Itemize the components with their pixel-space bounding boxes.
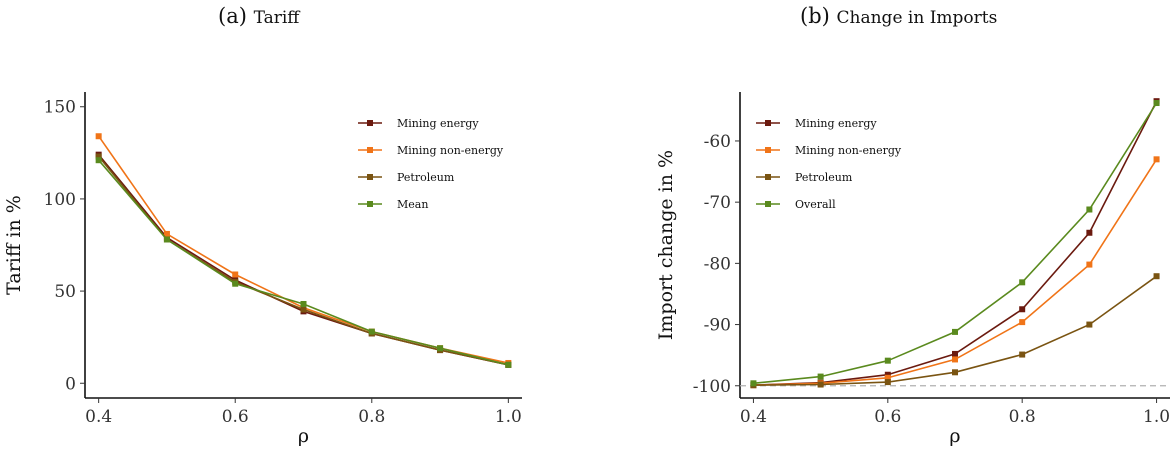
tariff-point-mean [368, 328, 375, 335]
tariff-x-tick-label: 0.4 [85, 407, 112, 427]
tariff-legend-marker-mining-non-energy [367, 147, 373, 153]
imports-point-overall [884, 357, 891, 364]
tariff-line-mean [98, 159, 509, 366]
tariff-chart: 0 50 100 150 0.4 0.6 0.8 1.0 ρ Tariff in % Mining … [3, 92, 522, 447]
tariff-point-mining-non-energy [232, 271, 239, 278]
tariff-y-tick-label: 0 [65, 374, 76, 394]
imports-y-tick-label: -80 [704, 254, 731, 274]
imports-point-petroleum [884, 379, 891, 386]
tariff-point-petroleum [95, 153, 102, 160]
imports-legend-marker-overall [765, 201, 771, 207]
imports-point-petroleum [1153, 273, 1160, 280]
imports-x-tick-label: 0.6 [874, 407, 901, 427]
tariff-y-tick-label: 100 [44, 190, 76, 210]
panel-a-text: Tariff [253, 8, 300, 28]
imports-y-tick-label: -100 [693, 377, 731, 397]
imports-point-mining-non-energy [1086, 261, 1093, 268]
tariff-point-mining-non-energy [163, 230, 170, 237]
imports-point-overall [1086, 206, 1093, 213]
imports-y-axis-title: Import change in % [655, 150, 677, 340]
panel-a-title: (a) Tariff [218, 4, 299, 28]
imports-legend-label-petroleum: Petroleum [795, 171, 853, 184]
imports-point-petroleum [817, 381, 824, 388]
tariff-y-tick-label: 50 [54, 282, 76, 302]
panel-a-prefix: (a) [218, 4, 254, 28]
imports-point-mining-energy [1086, 229, 1093, 236]
imports-point-mining-energy [1019, 306, 1026, 313]
tariff-point-mean [300, 300, 307, 307]
imports-point-petroleum [1086, 321, 1093, 328]
tariff-line-mining-energy [98, 154, 509, 366]
panel-b-prefix: (b) [800, 4, 837, 28]
tariff-legend-marker-mining-energy [367, 120, 373, 126]
tariff-x-tick-label: 0.6 [222, 407, 249, 427]
imports-legend-label-overall: Overall [795, 198, 836, 211]
imports-legend-label-mining-non-energy: Mining non-energy [795, 144, 902, 157]
tariff-x-tick-label: 1.0 [495, 407, 522, 427]
tariff-line-petroleum [98, 155, 509, 366]
imports-point-mining-non-energy [952, 356, 958, 363]
imports-point-overall [952, 328, 958, 335]
imports-x-tick-label: 0.4 [740, 407, 767, 427]
imports-y-tick-label: -90 [704, 316, 731, 336]
tariff-y-axis-title: Tariff in % [3, 195, 25, 295]
imports-point-mining-non-energy [1019, 319, 1026, 326]
imports-point-mining-non-energy [1153, 156, 1160, 163]
tariff-legend-label-petroleum: Petroleum [397, 171, 455, 184]
imports-point-mining-energy [952, 350, 958, 357]
imports-legend-marker-petroleum [765, 174, 771, 180]
imports-y-tick-label: -60 [704, 132, 731, 152]
tariff-point-mean [505, 361, 512, 368]
imports-point-overall [1153, 100, 1160, 107]
imports-point-overall [750, 380, 757, 387]
tariff-y-tick-label: 150 [44, 98, 76, 118]
tariff-point-petroleum [300, 306, 307, 313]
tariff-legend-label-mining-non-energy: Mining non-energy [397, 144, 504, 157]
imports-point-mining-non-energy [884, 374, 891, 381]
imports-point-overall [1019, 279, 1026, 286]
tariff-legend-marker-petroleum [367, 174, 373, 180]
imports-chart: -100 -90 -80 -70 -60 0.4 0.6 0.8 1.0 ρ Import chan… [655, 92, 1170, 447]
imports-legend-marker-mining-non-energy [765, 147, 771, 153]
tariff-point-mean [232, 280, 239, 287]
imports-point-mining-energy [884, 371, 891, 378]
imports-point-petroleum [952, 369, 958, 376]
tariff-point-mean [95, 157, 102, 164]
panel-b-text: Change in Imports [836, 8, 998, 28]
tariff-point-mean [437, 345, 444, 352]
imports-point-petroleum [1019, 351, 1026, 358]
imports-y-tick-label: -70 [704, 193, 731, 213]
tariff-legend-label-mean: Mean [397, 198, 428, 211]
tariff-x-axis-title: ρ [298, 425, 309, 447]
imports-x-tick-label: 1.0 [1143, 407, 1170, 427]
tariff-point-mining-non-energy [95, 133, 102, 140]
imports-x-axis-title: ρ [949, 425, 960, 447]
tariff-point-mean [163, 236, 170, 243]
tariff-x-tick-label: 0.8 [358, 407, 385, 427]
tariff-legend-label-mining-energy: Mining energy [397, 117, 479, 130]
imports-legend-marker-mining-energy [765, 120, 771, 126]
imports-x-tick-label: 0.8 [1009, 407, 1036, 427]
tariff-legend-marker-mean [367, 201, 373, 207]
imports-point-overall [817, 373, 824, 380]
imports-legend-label-mining-energy: Mining energy [795, 117, 877, 130]
panel-b-title: (b) Change in Imports [800, 4, 997, 28]
